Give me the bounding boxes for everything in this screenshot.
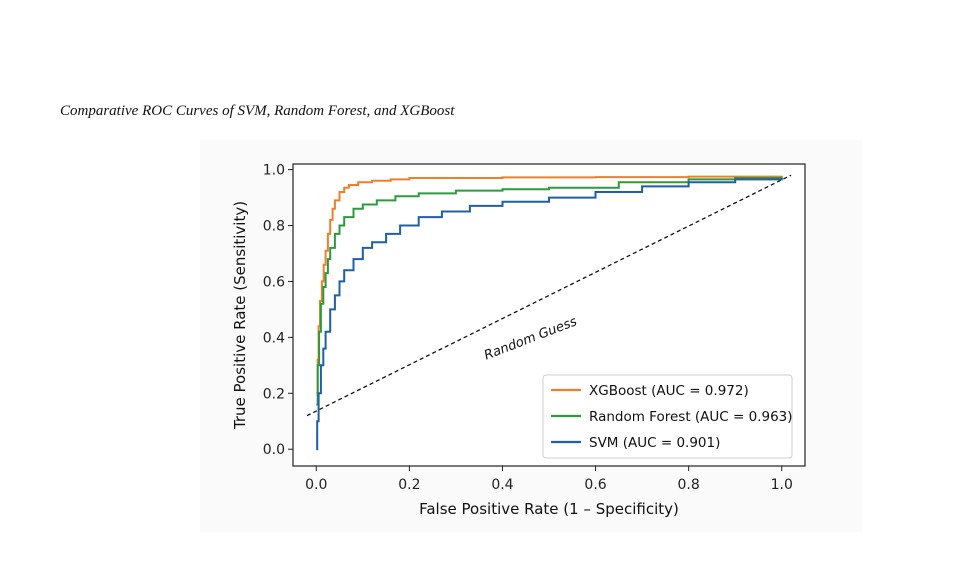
x-tick-label: 0.8 [678, 477, 700, 493]
roc-curve-xgboost [316, 175, 783, 395]
legend-box [542, 374, 793, 459]
y-tick-label: 0.8 [263, 219, 285, 235]
x-tick-label: 0.0 [305, 477, 327, 493]
x-tick-label: 0.2 [398, 477, 420, 493]
y-tick-label: 0.0 [263, 442, 285, 458]
x-tick-label: 0.6 [584, 477, 606, 493]
y-tick-label: 0.4 [263, 330, 285, 346]
figure-caption: Comparative ROC Curves of SVM, Random Fo… [60, 103, 455, 119]
y-tick-label: 0.2 [263, 386, 285, 402]
x-tick-label: 1.0 [771, 477, 793, 493]
y-tick-label: 0.6 [263, 274, 285, 290]
legend-label: XGBoost (AUC = 0.972) [589, 383, 749, 399]
x-axis-title: False Positive Rate (1 – Specificity) [419, 500, 679, 518]
legend-label: Random Forest (AUC = 0.963) [589, 409, 793, 425]
y-tick-label: 1.0 [263, 163, 285, 179]
x-tick-label: 0.4 [491, 477, 513, 493]
roc-curve-random-forest [316, 176, 783, 406]
roc-curve-svm [316, 178, 783, 451]
legend-label: SVM (AUC = 0.901) [589, 435, 720, 451]
random-guess-line [306, 174, 792, 417]
y-axis-title: True Positive Rate (Sensitivity) [231, 201, 249, 430]
